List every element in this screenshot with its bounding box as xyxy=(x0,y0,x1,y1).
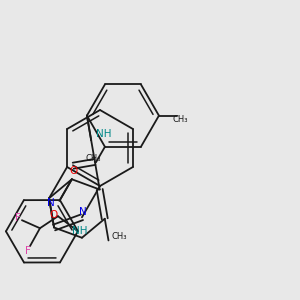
Text: CH₃: CH₃ xyxy=(85,154,101,163)
Text: O: O xyxy=(69,166,77,176)
Text: NH: NH xyxy=(96,129,112,139)
Text: F: F xyxy=(25,246,31,256)
Text: O: O xyxy=(50,210,58,220)
Text: CH₃: CH₃ xyxy=(172,115,188,124)
Text: N: N xyxy=(47,198,55,208)
Text: F: F xyxy=(15,213,21,223)
Text: NH: NH xyxy=(72,226,88,236)
Text: N: N xyxy=(79,207,87,217)
Text: CH₃: CH₃ xyxy=(112,232,127,241)
